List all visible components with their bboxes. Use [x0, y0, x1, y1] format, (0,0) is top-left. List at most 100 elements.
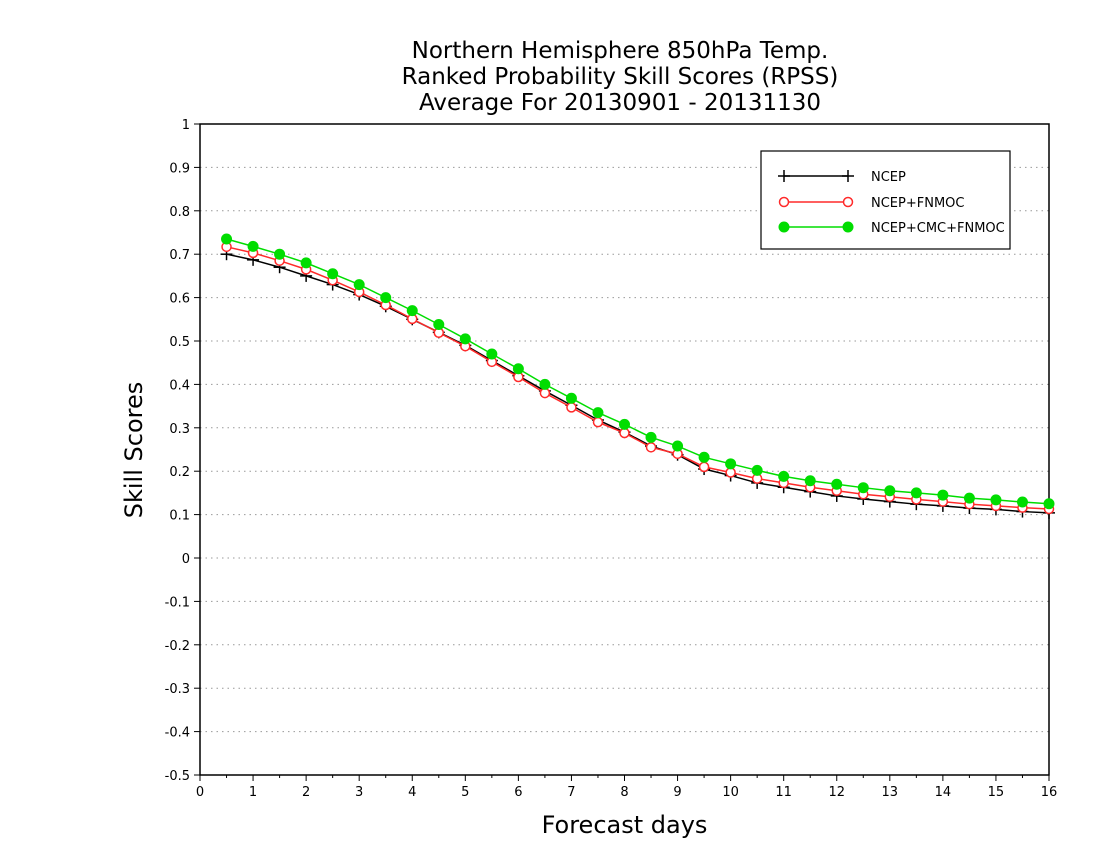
series-ncep-fnmoc — [221, 241, 1055, 515]
x-tick-label: 7 — [567, 785, 575, 800]
legend-entry: NCEP+FNMOC — [778, 196, 964, 211]
data-point — [619, 427, 630, 439]
legend-entry: NCEP+CMC+FNMOC — [778, 221, 1005, 236]
series-ncep — [220, 248, 1055, 519]
data-point — [300, 257, 312, 269]
x-tick-label: 13 — [882, 785, 899, 800]
y-tick-label: 0.5 — [169, 335, 190, 350]
data-point — [778, 196, 790, 208]
x-axis-title: Forecast days — [542, 811, 708, 839]
data-point — [433, 319, 445, 331]
x-tick-label: 6 — [514, 785, 522, 800]
data-point — [512, 363, 524, 375]
data-point — [274, 248, 286, 260]
y-tick-label: 0.7 — [169, 248, 190, 263]
legend: NCEP NCEP+FNMOC NCEP+CMC+FNMOC — [760, 150, 1011, 250]
data-point — [353, 279, 365, 291]
y-axis-title: Skill Scores — [120, 382, 148, 519]
x-tick-label: 3 — [355, 785, 363, 800]
x-tick-label: 4 — [408, 785, 416, 800]
data-point — [804, 475, 816, 487]
y-tick-label: -0.1 — [165, 595, 190, 610]
data-point — [725, 458, 737, 470]
y-tick-label: 0.9 — [169, 161, 190, 176]
x-axis: 0 1 2 3 4 5 6 7 8 9 10 11 12 13 14 15 16 — [196, 775, 1057, 800]
data-point — [672, 440, 684, 452]
data-point — [539, 378, 551, 390]
series-ncep-cmc-fnmoc — [221, 233, 1055, 510]
data-point — [725, 467, 736, 478]
data-point — [963, 492, 975, 504]
y-tick-label: 0.4 — [169, 378, 190, 393]
x-tick-label: 14 — [935, 785, 952, 800]
chart-title-line: Ranked Probability Skill Scores (RPSS) — [402, 64, 839, 90]
series-line — [226, 238, 1050, 505]
grid-lines — [200, 166, 1049, 733]
y-tick-label: -0.3 — [165, 682, 190, 697]
chart-title: Northern Hemisphere 850hPa Temp.Ranked P… — [402, 38, 839, 116]
series-line — [226, 253, 1050, 514]
legend-label: NCEP — [871, 170, 906, 185]
data-point — [698, 451, 710, 463]
data-point — [645, 442, 657, 453]
chart-title-line: Northern Hemisphere 850hPa Temp. — [412, 38, 829, 64]
data-point — [247, 240, 259, 252]
chart-title-line: Average For 20130901 - 20131130 — [419, 90, 821, 116]
y-tick-label: 1 — [182, 118, 190, 133]
x-tick-label: 9 — [673, 785, 681, 800]
data-point — [566, 402, 577, 413]
legend-entry: NCEP — [778, 170, 906, 185]
data-point — [486, 348, 498, 360]
y-tick-label: 0 — [182, 552, 190, 567]
data-point — [910, 487, 922, 499]
y-tick-label: 0.3 — [169, 422, 190, 437]
data-point — [842, 221, 854, 233]
x-tick-label: 2 — [302, 785, 310, 800]
data-point — [1043, 498, 1055, 510]
x-tick-label: 5 — [461, 785, 469, 800]
data-point — [1016, 496, 1028, 508]
data-point — [990, 494, 1002, 506]
data-point — [592, 416, 604, 428]
x-tick-label: 15 — [988, 785, 1005, 800]
y-tick-label: -0.4 — [165, 726, 190, 741]
series-group — [220, 233, 1055, 519]
data-point — [842, 196, 854, 208]
x-tick-label: 16 — [1041, 785, 1058, 800]
data-point — [565, 392, 577, 404]
x-tick-label: 12 — [828, 785, 845, 800]
data-point — [778, 170, 790, 182]
data-point — [778, 470, 790, 482]
data-point — [842, 170, 854, 182]
data-point — [831, 478, 843, 490]
x-tick-label: 0 — [196, 785, 204, 800]
x-tick-label: 10 — [722, 785, 739, 800]
data-point — [645, 431, 657, 443]
y-tick-label: -0.2 — [165, 639, 190, 654]
legend-label: NCEP+FNMOC — [871, 196, 964, 211]
data-point — [751, 464, 763, 476]
data-point — [406, 305, 418, 317]
y-axis: -0.5 -0.4 -0.3 -0.2 -0.1 0 0.1 0.2 0.3 0.4 0.5 0.6 0… — [165, 118, 200, 784]
data-point — [327, 268, 339, 280]
y-tick-label: 0.2 — [169, 465, 190, 480]
x-tick-label: 8 — [620, 785, 628, 800]
y-tick-label: 0.6 — [169, 292, 190, 307]
data-point — [778, 221, 790, 233]
data-point — [539, 387, 551, 399]
data-point — [459, 333, 471, 345]
data-point — [380, 292, 392, 304]
legend-box — [760, 150, 1011, 250]
data-point — [884, 485, 896, 497]
data-point — [619, 418, 630, 430]
data-point — [937, 489, 949, 501]
y-tick-label: -0.5 — [165, 769, 190, 784]
data-point — [698, 461, 710, 473]
y-tick-label: 0.8 — [169, 205, 190, 220]
y-tick-label: 0.1 — [169, 509, 190, 524]
x-tick-label: 11 — [775, 785, 792, 800]
series-line — [226, 246, 1050, 510]
x-tick-label: 1 — [249, 785, 257, 800]
